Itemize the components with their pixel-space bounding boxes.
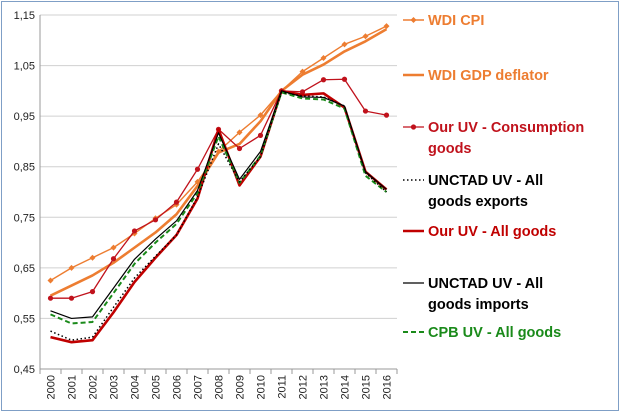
data-point-marker <box>383 23 390 30</box>
x-tick-label: 2012 <box>298 375 310 399</box>
data-point-marker <box>299 89 306 95</box>
data-point-marker <box>89 254 96 261</box>
y-tick-label: 0,85 <box>14 162 35 174</box>
x-tick-label: 2013 <box>319 375 331 399</box>
data-point-marker <box>68 264 75 271</box>
y-tick-label: 1,15 <box>14 10 35 22</box>
data-point-marker <box>110 256 117 262</box>
data-point-marker <box>173 199 180 205</box>
legend-label: goods <box>428 141 472 157</box>
data-point-marker <box>362 33 369 40</box>
legend-label: Our UV - All goods <box>428 224 556 240</box>
series-line-5 <box>50 90 387 320</box>
x-tick-label: 2010 <box>256 375 268 399</box>
data-point-marker <box>320 77 327 83</box>
legend-label: UNCTAD UV - All <box>428 173 543 189</box>
data-point-marker <box>89 289 96 295</box>
data-point-marker <box>320 54 327 61</box>
x-tick-label: 2008 <box>214 375 226 399</box>
x-tick-label: 2006 <box>172 375 184 399</box>
data-point-marker <box>383 112 390 118</box>
data-point-marker <box>257 132 264 138</box>
data-point-marker <box>194 178 201 185</box>
data-point-marker <box>299 68 306 75</box>
y-tick-label: 0,45 <box>14 364 35 376</box>
x-tick-label: 2014 <box>340 375 352 399</box>
y-tick-labels: 0,45 0,55 0,65 0,75 0,85 0,95 1,05 1,15 <box>14 10 35 376</box>
data-point-marker <box>236 129 243 136</box>
x-tick-labels: 2000 2001 2002 2003 2004 2005 2006 2007 2008 2009… <box>46 375 394 399</box>
x-tick-label: 2009 <box>235 375 247 399</box>
data-point-marker <box>236 145 243 152</box>
legend-marker <box>410 17 417 23</box>
y-tick-label: 1,05 <box>14 61 35 73</box>
x-tick-label: 2011 <box>277 375 289 399</box>
legend-label: Our UV - Consumption <box>428 120 584 136</box>
legend-label: goods imports <box>428 297 529 313</box>
legend-label: UNCTAD UV - All <box>428 276 543 292</box>
data-point-marker <box>215 148 222 155</box>
x-tick-label: 2002 <box>88 375 100 399</box>
y-tick-label: 0,95 <box>14 111 35 123</box>
legend-label: goods exports <box>428 194 528 210</box>
data-point-marker <box>257 112 264 119</box>
y-tick-label: 0,65 <box>14 263 35 275</box>
series-line-2 <box>50 78 387 299</box>
x-tick-label: 2000 <box>46 375 58 399</box>
x-tick-label: 2015 <box>361 375 373 399</box>
x-tick-label: 2003 <box>109 375 121 399</box>
data-point-marker <box>152 217 159 223</box>
axes <box>39 15 398 374</box>
series-line-6 <box>50 91 388 325</box>
data-point-marker <box>47 295 54 301</box>
data-point-marker <box>68 295 75 301</box>
series-line-3 <box>50 91 388 341</box>
legend-label: WDI CPI <box>428 13 484 29</box>
data-point-marker <box>131 228 138 234</box>
data-point-marker <box>194 166 201 172</box>
data-point-marker <box>362 108 369 114</box>
data-point-marker <box>47 277 54 284</box>
legend: WDI CPI WDI GDP deflator Our UV - Consumpt… <box>403 13 584 341</box>
series-lines <box>47 23 390 344</box>
y-tick-label: 0,75 <box>14 212 35 224</box>
series-line-1 <box>49 28 388 297</box>
x-tick-label: 2005 <box>151 375 163 399</box>
legend-marker <box>410 124 417 130</box>
data-point-marker <box>341 41 348 48</box>
data-point-marker <box>341 76 348 82</box>
series-line-4 <box>50 89 388 344</box>
x-tick-label: 2001 <box>67 375 79 399</box>
legend-label: WDI GDP deflator <box>428 68 549 84</box>
data-point-marker <box>110 244 117 251</box>
x-tick-label: 2007 <box>193 375 205 399</box>
legend-label: CPB UV - All goods <box>428 325 561 341</box>
x-tick-label: 2016 <box>382 375 394 399</box>
y-tick-label: 0,55 <box>14 313 35 325</box>
x-tick-label: 2004 <box>130 375 142 399</box>
